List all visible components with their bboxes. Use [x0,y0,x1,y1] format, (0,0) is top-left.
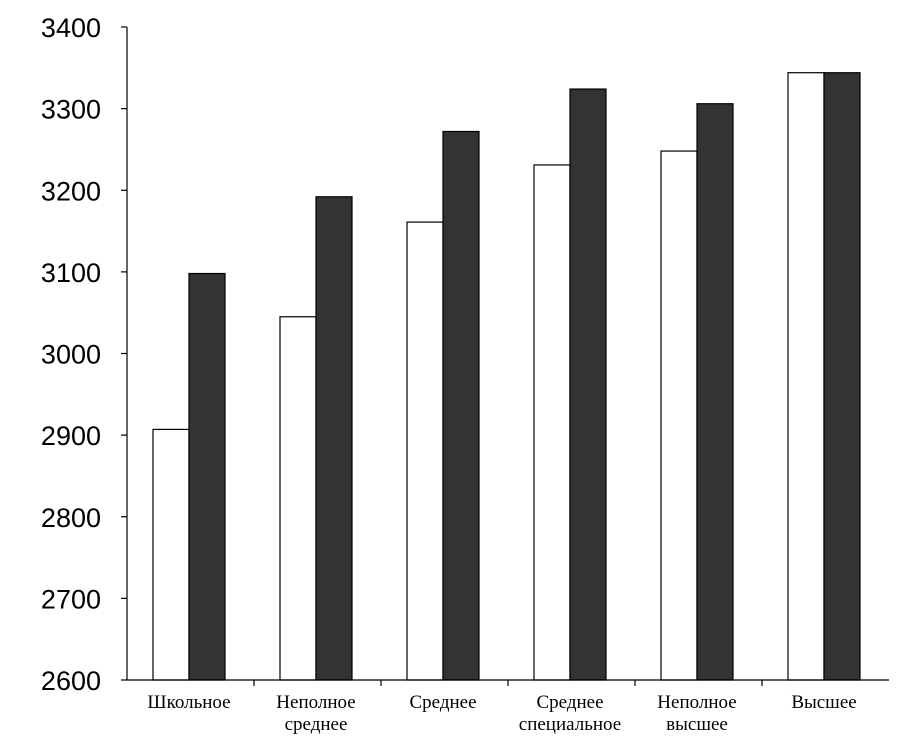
x-tick-label: Среднее специальное [519,692,621,735]
y-tick-label: 2800 [41,503,101,533]
x-tick-label: Школьное [147,692,230,713]
bar-series-1-category-1 [152,428,190,681]
y-axis: 2600 2700 2800 2900 3000 3100 3200 3300 3400 [41,13,128,696]
bar-series-1-category-6 [787,72,825,681]
bar-series-1-category-3 [406,221,444,681]
bar-series-1-category-5 [660,150,698,681]
y-tick-label: 2900 [41,421,101,451]
y-tick-label: 3400 [41,13,101,43]
bar-series-2-category-6 [823,72,861,681]
x-tick-label: Высшее [791,692,856,713]
x-tick-label: Среднее [409,692,476,713]
y-tick-label: 3300 [41,95,101,125]
y-tick-label: 2600 [41,666,101,696]
bar-series-2-category-3 [442,130,480,681]
bars [152,72,861,681]
bar-series-2-category-1 [188,272,226,681]
bar-series-1-category-2 [279,316,317,681]
bar-series-1-category-4 [533,164,571,681]
bar-series-2-category-5 [696,103,734,681]
y-tick-label: 2700 [41,584,101,614]
bar-series-2-category-4 [569,88,607,681]
x-tick-label: Неполное среднее [276,692,355,735]
x-axis: Школьное Неполное среднее Среднее Среднее спе… [127,679,889,735]
x-tick-label: Неполное высшее [657,692,736,735]
y-tick-label: 3000 [41,340,101,370]
bar-series-2-category-2 [315,196,353,681]
y-tick-label: 3200 [41,176,101,206]
y-tick-label: 3100 [41,258,101,288]
